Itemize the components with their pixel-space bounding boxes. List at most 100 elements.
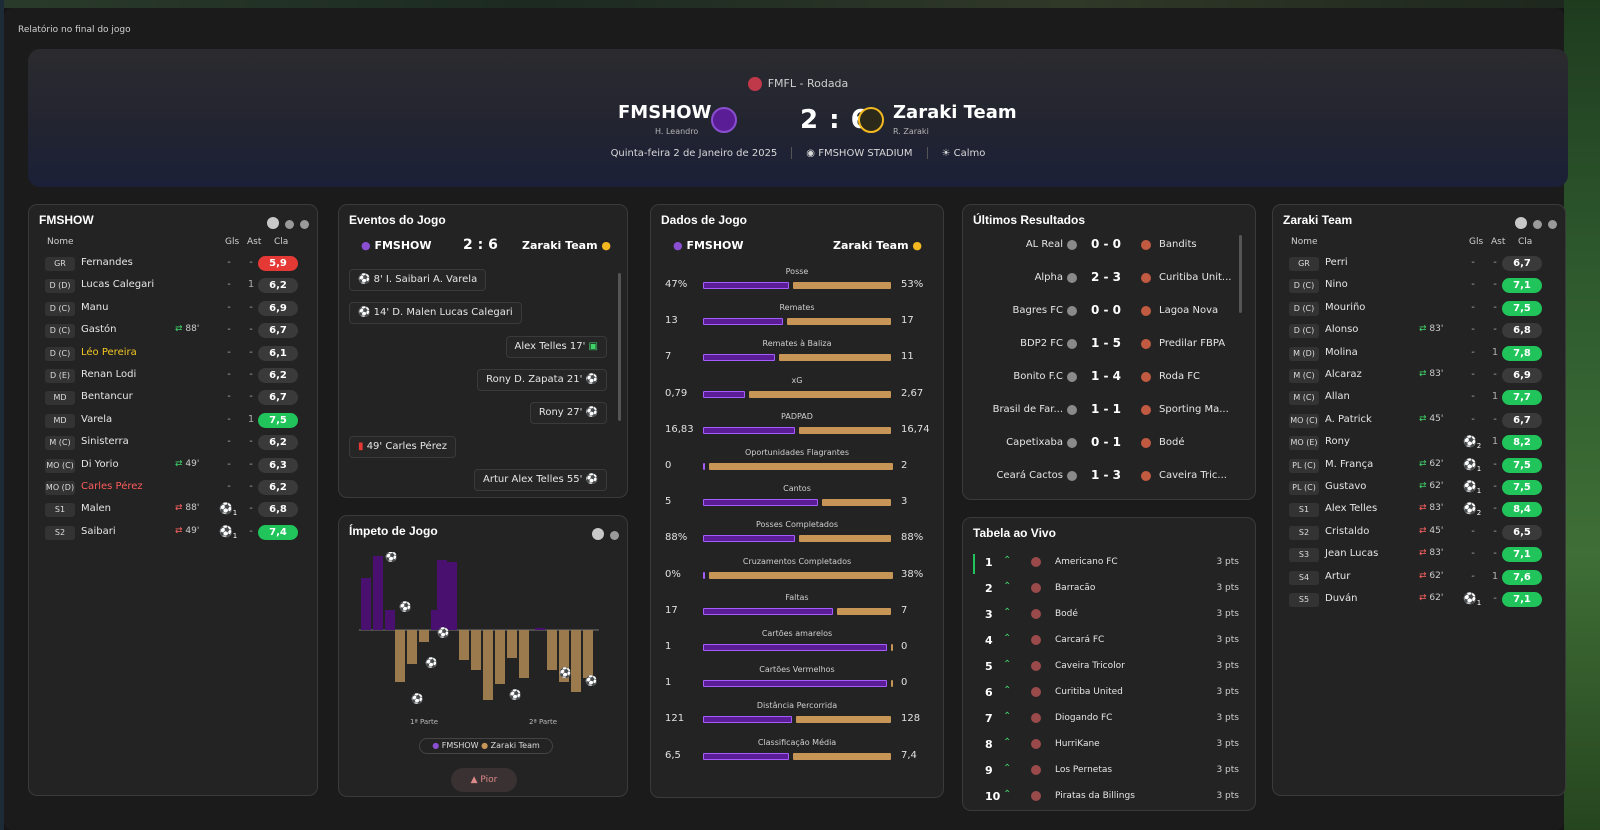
- panel-toggle-dots[interactable]: [1509, 214, 1557, 233]
- player-row[interactable]: D (E) Renan Lodi - -6,2: [45, 367, 301, 385]
- table-row[interactable]: 8 ⌃ HurriKane 3 pts: [973, 736, 1243, 756]
- player-name[interactable]: Malen: [81, 503, 112, 515]
- dot-icon[interactable]: [1533, 220, 1542, 229]
- player-row[interactable]: M (C) Allan - 1 7,7: [1289, 389, 1545, 407]
- player-row[interactable]: M (C) Sinisterra - -6,2: [45, 434, 301, 452]
- player-name[interactable]: Manu: [81, 301, 109, 313]
- player-name[interactable]: A. Patrick: [1325, 413, 1372, 425]
- player-row[interactable]: M (C) Alcaraz ⇄ 83' - -6,9: [1289, 367, 1545, 385]
- table-row[interactable]: 6 ⌃ Curitiba United 3 pts: [973, 684, 1243, 704]
- player-row[interactable]: S2 Cristaldo ⇄ 45' - -6,5: [1289, 524, 1545, 542]
- away-manager[interactable]: R. Zaraki: [893, 127, 929, 136]
- table-row[interactable]: 7 ⌃ Diogando FC 3 pts: [973, 710, 1243, 730]
- result-away-team[interactable]: Roda FC: [1159, 371, 1201, 382]
- player-row[interactable]: D (C) Alonso ⇄ 83' - -6,8: [1289, 322, 1545, 340]
- player-row[interactable]: S2 Saibari ⇄ 49' ⚽1-7,4: [45, 524, 301, 542]
- event-item[interactable]: Rony D. Zapata 21' ⚽: [477, 369, 607, 391]
- table-row[interactable]: 10 ⌃ Piratas da Billings 3 pts: [973, 788, 1243, 808]
- player-name[interactable]: Lucas Calegari: [81, 279, 155, 291]
- player-row[interactable]: D (C) Mouriño - -7,5: [1289, 300, 1545, 318]
- player-row[interactable]: GR Fernandes - -5,9: [45, 255, 301, 273]
- event-item[interactable]: Rony 27' ⚽: [529, 402, 607, 424]
- player-name[interactable]: Alex Telles: [1325, 503, 1378, 515]
- dot-icon[interactable]: [610, 531, 619, 540]
- result-home-team[interactable]: AL Real: [1025, 239, 1063, 250]
- result-row[interactable]: BDP2 FC 1 - 5 Predilar FBPA: [963, 336, 1253, 356]
- home-manager[interactable]: H. Leandro: [655, 127, 699, 136]
- player-name[interactable]: Varela: [81, 413, 113, 425]
- table-team-name[interactable]: Americano FC: [1055, 557, 1118, 567]
- player-row[interactable]: D (C) Nino - -7,1: [1289, 277, 1545, 295]
- player-row[interactable]: MO (C) A. Patrick ⇄ 45' - -6,7: [1289, 412, 1545, 430]
- table-team-name[interactable]: HurriKane: [1055, 739, 1100, 749]
- player-row[interactable]: D (D) Lucas Calegari - 1 6,2: [45, 277, 301, 295]
- table-team-name[interactable]: Carcará FC: [1055, 635, 1105, 645]
- player-name[interactable]: Renan Lodi: [81, 369, 137, 380]
- result-away-team[interactable]: Curitiba Unit...: [1159, 272, 1232, 283]
- player-name[interactable]: Gastón: [81, 324, 117, 336]
- player-name[interactable]: Artur: [1325, 570, 1351, 582]
- result-row[interactable]: AL Real 0 - 0 Bandits: [963, 237, 1253, 257]
- table-team-name[interactable]: Barracão: [1055, 583, 1096, 593]
- player-row[interactable]: M (D) Molina - 1 7,8: [1289, 345, 1545, 363]
- event-item[interactable]: ⚽ 8' I. Saibari A. Varela: [349, 269, 487, 291]
- result-row[interactable]: Ceará Cactos 1 - 3 Caveira Tric...: [963, 468, 1253, 488]
- dot-icon[interactable]: [1515, 217, 1527, 229]
- player-row[interactable]: S1 Malen ⇄ 88' ⚽1-6,8: [45, 501, 301, 519]
- away-team-name[interactable]: Zaraki Team: [893, 102, 1017, 123]
- player-row[interactable]: MD Varela - 1 7,5: [45, 412, 301, 430]
- player-name[interactable]: Molina: [1325, 346, 1358, 358]
- player-row[interactable]: MO (E) Rony ⚽2 1 8,2: [1289, 434, 1545, 452]
- player-name[interactable]: Perri: [1325, 257, 1348, 268]
- result-home-team[interactable]: Bonito F.C: [1013, 371, 1063, 382]
- player-row[interactable]: S3 Jean Lucas ⇄ 83' - -7,1: [1289, 546, 1545, 564]
- panel-toggle-dots[interactable]: [261, 214, 309, 233]
- worse-moments-button[interactable]: ▲ Pior: [451, 768, 517, 792]
- event-item[interactable]: ▮ 49' Carles Pérez: [349, 436, 456, 458]
- event-item[interactable]: Artur Alex Telles 55' ⚽: [474, 469, 607, 491]
- home-team-name[interactable]: FMSHOW: [618, 102, 712, 123]
- table-row[interactable]: 9 ⌃ Los Pernetas 3 pts: [973, 762, 1243, 782]
- dot-icon[interactable]: [285, 220, 294, 229]
- player-row[interactable]: PL (C) M. França ⇄ 62' ⚽1-7,5: [1289, 457, 1545, 475]
- result-row[interactable]: Alpha 2 - 3 Curitiba Unit...: [963, 270, 1253, 290]
- result-row[interactable]: Brasil de Far... 1 - 1 Sporting Ma...: [963, 402, 1253, 422]
- player-row[interactable]: S1 Alex Telles ⇄ 83' ⚽2-8,4: [1289, 501, 1545, 519]
- results-scrollbar[interactable]: [1239, 235, 1242, 313]
- event-item[interactable]: ⚽ 14' D. Malen Lucas Calegari: [349, 302, 522, 324]
- result-row[interactable]: Bonito F.C 1 - 4 Roda FC: [963, 369, 1253, 389]
- result-row[interactable]: Capetixaba 0 - 1 Bodé: [963, 435, 1253, 455]
- player-name[interactable]: M. França: [1325, 458, 1374, 470]
- player-name[interactable]: Allan: [1325, 391, 1350, 403]
- result-away-team[interactable]: Bodé: [1159, 437, 1185, 448]
- table-team-name[interactable]: Piratas da Billings: [1055, 791, 1135, 801]
- result-home-team[interactable]: Ceará Cactos: [996, 470, 1063, 481]
- table-team-name[interactable]: Diogando FC: [1055, 713, 1113, 723]
- table-team-name[interactable]: Caveira Tricolor: [1055, 661, 1125, 671]
- player-row[interactable]: S4 Artur ⇄ 62' - 1 7,6: [1289, 569, 1545, 587]
- player-name[interactable]: Rony: [1325, 436, 1350, 448]
- player-name[interactable]: Fernandes: [81, 257, 133, 268]
- table-row[interactable]: 4 ⌃ Carcará FC 3 pts: [973, 632, 1243, 652]
- result-away-team[interactable]: Sporting Ma...: [1159, 404, 1229, 415]
- player-name[interactable]: Léo Pereira: [81, 346, 137, 358]
- player-name[interactable]: Sinisterra: [81, 436, 129, 448]
- result-row[interactable]: Bagres FC 0 - 0 Lagoa Nova: [963, 303, 1253, 323]
- result-home-team[interactable]: Bagres FC: [1012, 305, 1063, 316]
- table-row[interactable]: 2 ⌃ Barracão 3 pts: [973, 580, 1243, 600]
- player-row[interactable]: MO (D) Carles Pérez - -6,2: [45, 479, 301, 497]
- player-row[interactable]: S5 Duván ⇄ 62' ⚽1 -7,1: [1289, 591, 1545, 609]
- table-row[interactable]: 1 ⌃ Americano FC 3 pts: [973, 554, 1243, 574]
- table-team-name[interactable]: Los Pernetas: [1055, 765, 1113, 775]
- result-home-team[interactable]: BDP2 FC: [1020, 338, 1063, 349]
- dot-icon[interactable]: [592, 528, 604, 540]
- player-row[interactable]: D (C) Manu - -6,9: [45, 300, 301, 318]
- player-name[interactable]: Gustavo: [1325, 481, 1367, 492]
- player-name[interactable]: Duván: [1325, 593, 1358, 604]
- player-name[interactable]: Jean Lucas: [1325, 548, 1379, 560]
- player-name[interactable]: Nino: [1325, 279, 1348, 291]
- player-name[interactable]: Alcaraz: [1325, 369, 1362, 380]
- dot-icon[interactable]: [267, 217, 279, 229]
- result-away-team[interactable]: Bandits: [1159, 239, 1197, 250]
- player-name[interactable]: Alonso: [1325, 324, 1359, 336]
